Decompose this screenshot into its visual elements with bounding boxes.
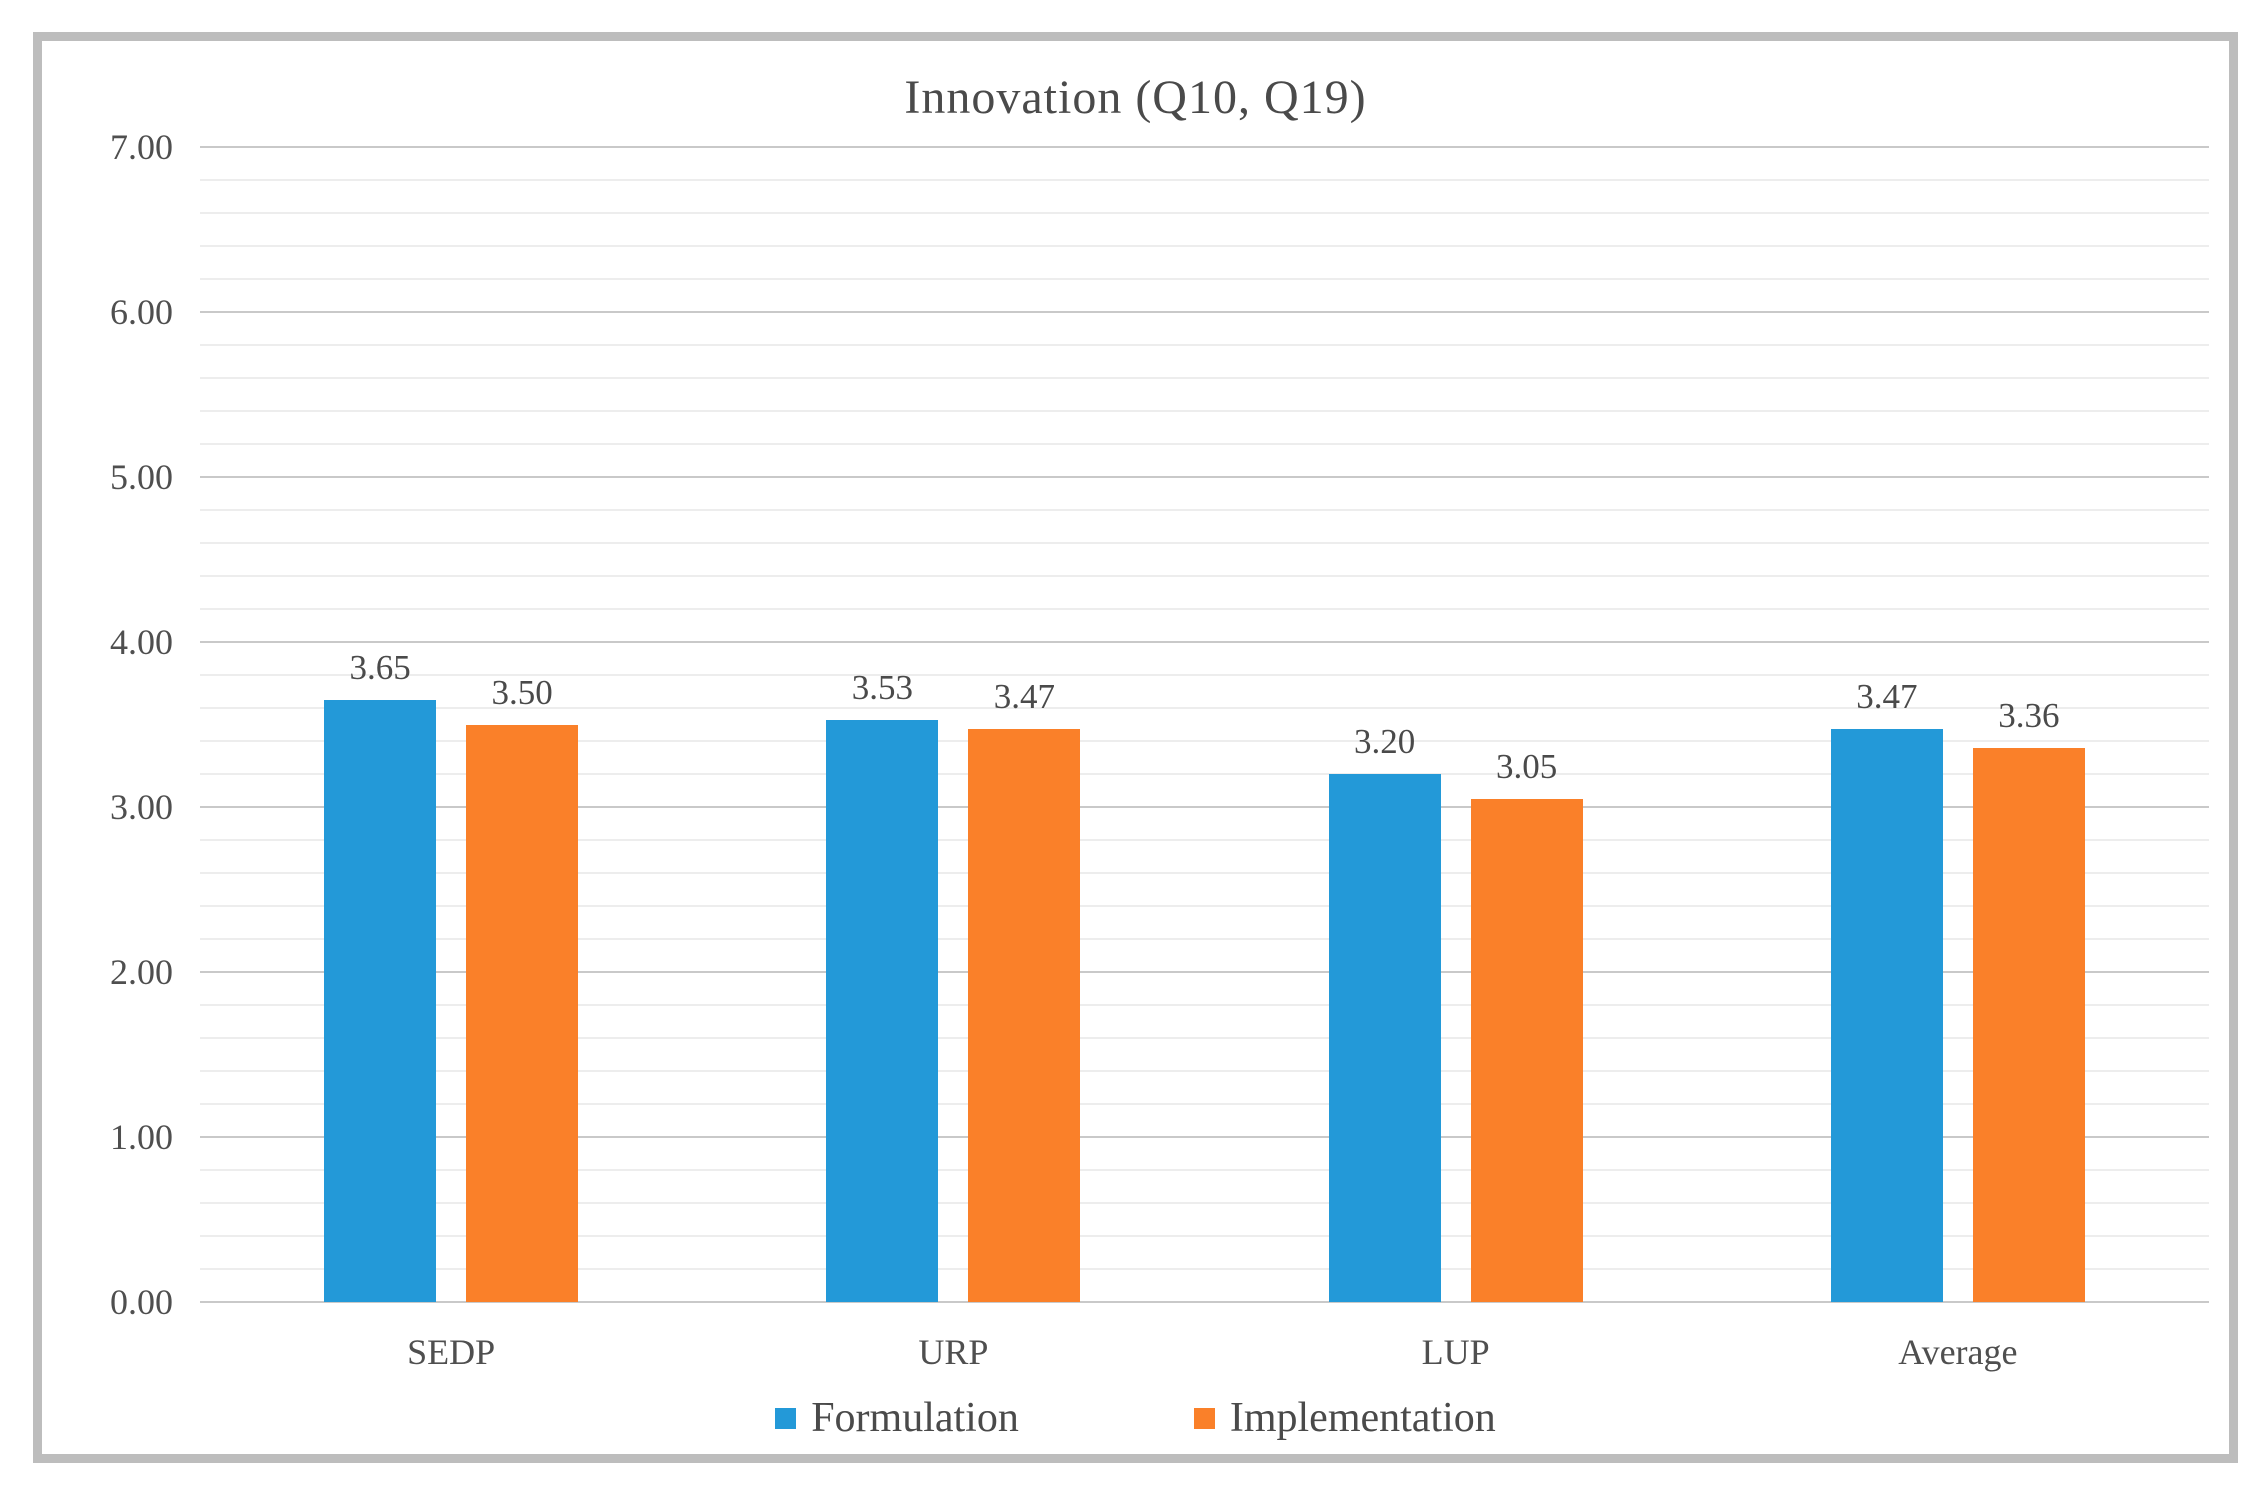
y-axis-tick-label: 4.00 — [110, 622, 173, 662]
legend-item-implementation: Implementation — [1193, 1394, 1496, 1442]
x-axis-category-label: URP — [918, 1332, 989, 1372]
minor-gridline — [200, 1037, 2209, 1039]
y-axis-tick-label: 6.00 — [110, 292, 173, 332]
legend-item-formulation: Formulation — [775, 1394, 1019, 1442]
bar-formulation-urp — [826, 719, 939, 1302]
major-gridline — [200, 641, 2209, 643]
minor-gridline — [200, 1202, 2209, 1204]
data-label-implementation-lup: 3.05 — [1496, 746, 1558, 786]
minor-gridline — [200, 773, 2209, 775]
data-label-formulation-sedp: 3.65 — [349, 647, 411, 687]
chart-title: Innovation (Q10, Q19) — [904, 71, 1367, 124]
bar-implementation-lup — [1470, 798, 1583, 1302]
legend-swatch-implementation — [1193, 1407, 1215, 1429]
minor-gridline — [200, 1004, 2209, 1006]
data-label-formulation-lup: 3.20 — [1354, 722, 1416, 761]
bar-formulation-sedp — [324, 699, 437, 1302]
minor-gridline — [200, 839, 2209, 841]
minor-gridline — [200, 938, 2209, 940]
minor-gridline — [200, 179, 2209, 181]
bar-implementation-sedp — [466, 724, 579, 1302]
x-axis-category-label: LUP — [1421, 1332, 1490, 1372]
minor-gridline — [200, 872, 2209, 874]
minor-gridline — [200, 509, 2209, 511]
y-axis-tick-label: 1.00 — [110, 1117, 173, 1157]
minor-gridline — [200, 1235, 2209, 1237]
legend-label: Formulation — [811, 1395, 1019, 1441]
plot-area: 3.65 3.50 3.53 3.47 3.20 3.05 3.47 3.36 — [200, 146, 2209, 1303]
minor-gridline — [200, 245, 2209, 247]
data-label-implementation-sedp: 3.50 — [491, 672, 553, 712]
minor-gridline — [200, 674, 2209, 676]
legend-swatch-formulation — [775, 1407, 797, 1429]
bar-implementation-urp — [968, 729, 1081, 1302]
minor-gridline — [200, 740, 2209, 742]
major-gridline — [200, 1301, 2209, 1303]
minor-gridline — [200, 344, 2209, 346]
minor-gridline — [200, 278, 2209, 280]
minor-gridline — [200, 1268, 2209, 1270]
minor-gridline — [200, 707, 2209, 709]
minor-gridline — [200, 212, 2209, 214]
legend: Formulation Implementation — [33, 1394, 2238, 1442]
minor-gridline — [200, 542, 2209, 544]
minor-gridline — [200, 443, 2209, 445]
minor-gridline — [200, 575, 2209, 577]
y-axis-tick-label: 3.00 — [110, 787, 173, 827]
bar-formulation-lup — [1328, 774, 1441, 1302]
chart-container: Innovation (Q10, Q19) 3.65 3.50 3.53 3.47 3.… — [33, 32, 2238, 1463]
minor-gridline — [200, 1070, 2209, 1072]
data-label-formulation-average: 3.47 — [1856, 677, 1918, 717]
minor-gridline — [200, 1103, 2209, 1105]
minor-gridline — [200, 410, 2209, 412]
minor-gridline — [200, 377, 2209, 379]
data-label-implementation-urp: 3.47 — [993, 677, 1055, 717]
major-gridline — [200, 1136, 2209, 1138]
major-gridline — [200, 476, 2209, 478]
major-gridline — [200, 971, 2209, 973]
y-axis-tick-label: 5.00 — [110, 457, 173, 497]
legend-label: Implementation — [1229, 1395, 1496, 1441]
minor-gridline — [200, 1169, 2209, 1171]
data-label-formulation-urp: 3.53 — [851, 667, 913, 707]
major-gridline — [200, 146, 2209, 148]
data-label-implementation-average: 3.36 — [1998, 695, 2060, 735]
minor-gridline — [200, 905, 2209, 907]
x-axis-category-label: SEDP — [407, 1332, 496, 1372]
bar-formulation-average — [1830, 729, 1943, 1302]
minor-gridline — [200, 608, 2209, 610]
major-gridline — [200, 311, 2209, 313]
x-axis-category-label: Average — [1898, 1332, 2018, 1372]
bar-implementation-average — [1972, 747, 2085, 1302]
y-axis-tick-label: 2.00 — [110, 952, 173, 992]
major-gridline — [200, 806, 2209, 808]
y-axis-tick-label: 7.00 — [110, 127, 173, 167]
y-axis-tick-label: 0.00 — [110, 1282, 173, 1322]
